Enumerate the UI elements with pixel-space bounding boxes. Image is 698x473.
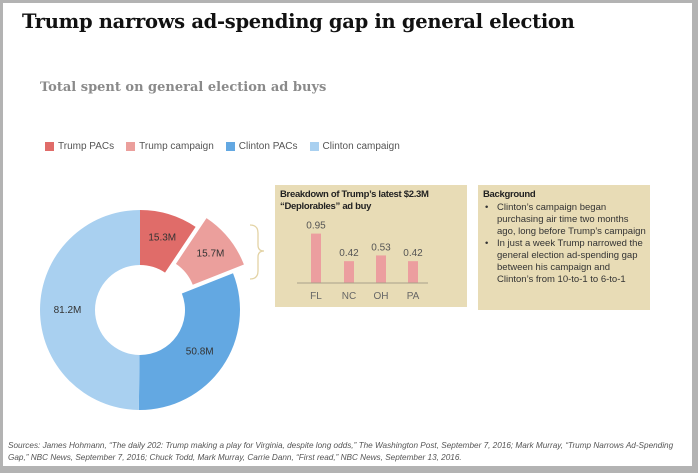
legend-swatch bbox=[126, 142, 136, 151]
donut-data-label: 50.8M bbox=[186, 347, 214, 358]
donut-slice-clinton-pacs bbox=[138, 273, 240, 411]
bar-category-label: FL bbox=[310, 291, 322, 302]
bar-value-label: 0.42 bbox=[339, 248, 359, 259]
bar-oh bbox=[376, 255, 386, 283]
bar-chart: 0.95 FL 0.42 NC 0.53 OH 0.42 PA bbox=[297, 221, 428, 302]
bar-fl bbox=[311, 233, 321, 283]
bar-category-label: NC bbox=[342, 291, 356, 302]
background-bullet: In just a week Trump narrowed the genera… bbox=[483, 238, 647, 286]
bar-category-label: PA bbox=[407, 291, 420, 302]
page-title: Trump narrows ad-spending gap in general… bbox=[22, 10, 575, 33]
background-title: Background bbox=[483, 189, 536, 200]
legend-label: Trump PACs bbox=[58, 141, 115, 152]
breakdown-title-line2: “Deplorables” ad buy bbox=[280, 201, 372, 212]
legend-swatch bbox=[225, 142, 235, 151]
legend-item-trump-campaign: Trump campaign bbox=[126, 141, 214, 152]
donut-slice-trump-campaign bbox=[175, 218, 244, 285]
legend-item-clinton-campaign: Clinton campaign bbox=[309, 141, 400, 152]
sources-footnote: Sources: James Hohmann, “The daily 202: … bbox=[8, 441, 674, 462]
legend-label: Clinton campaign bbox=[322, 141, 400, 152]
legend-item-clinton-pacs: Clinton PACs bbox=[225, 141, 298, 152]
breakdown-title-line1: Breakdown of Trump’s latest $2.3M bbox=[280, 189, 429, 200]
bar-category-label: OH bbox=[374, 291, 389, 302]
legend-item-trump-pacs: Trump PACs bbox=[45, 141, 114, 152]
background-callout: Background Clinton’s campaign began purc… bbox=[478, 185, 650, 310]
bar-value-label: 0.95 bbox=[306, 221, 326, 232]
background-bullet: Clinton’s campaign began purchasing air … bbox=[483, 202, 647, 238]
donut-data-label: 81.2M bbox=[54, 305, 82, 316]
background-bullets: Clinton’s campaign began purchasing air … bbox=[483, 202, 647, 286]
donut-slice-clinton-campaign bbox=[39, 210, 141, 410]
bar-pa bbox=[408, 261, 418, 283]
donut-slice-trump-pacs bbox=[140, 210, 196, 273]
brace-connector bbox=[249, 224, 265, 280]
breakdown-title: Breakdown of Trump’s latest $2.3M “Deplo… bbox=[280, 189, 429, 213]
donut-data-label: 15.7M bbox=[197, 249, 225, 260]
chart-subtitle: Total spent on general election ad buys bbox=[40, 80, 327, 95]
chart-legend: Trump PACs Trump campaign Clinton PACs C… bbox=[45, 141, 400, 152]
bar-nc bbox=[344, 261, 354, 283]
legend-label: Trump campaign bbox=[139, 141, 214, 152]
donut-data-label: 15.3M bbox=[148, 232, 176, 243]
bar-value-label: 0.53 bbox=[371, 242, 391, 253]
legend-label: Clinton PACs bbox=[238, 141, 298, 152]
breakdown-callout: Breakdown of Trump’s latest $2.3M “Deplo… bbox=[275, 185, 467, 307]
legend-swatch bbox=[45, 142, 54, 151]
bar-value-label: 0.42 bbox=[403, 248, 423, 259]
legend-swatch bbox=[309, 142, 319, 151]
